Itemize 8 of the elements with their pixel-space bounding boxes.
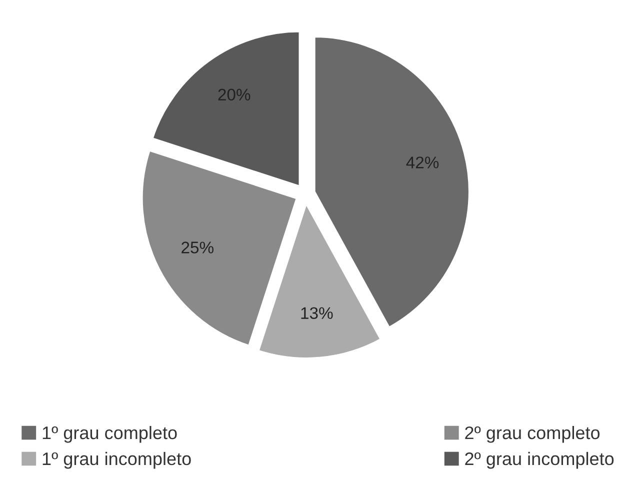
legend-label: 2º grau incompleto <box>465 452 614 469</box>
data-label: 42% <box>406 156 439 168</box>
data-label: 20% <box>218 88 250 101</box>
legend-label: 2º grau completo <box>465 426 600 443</box>
legend-label: 1º grau completo <box>42 426 177 443</box>
legend-label: 1º grau incompleto <box>42 452 191 469</box>
data-label: 13% <box>301 307 333 319</box>
data-label: 25% <box>182 242 214 254</box>
